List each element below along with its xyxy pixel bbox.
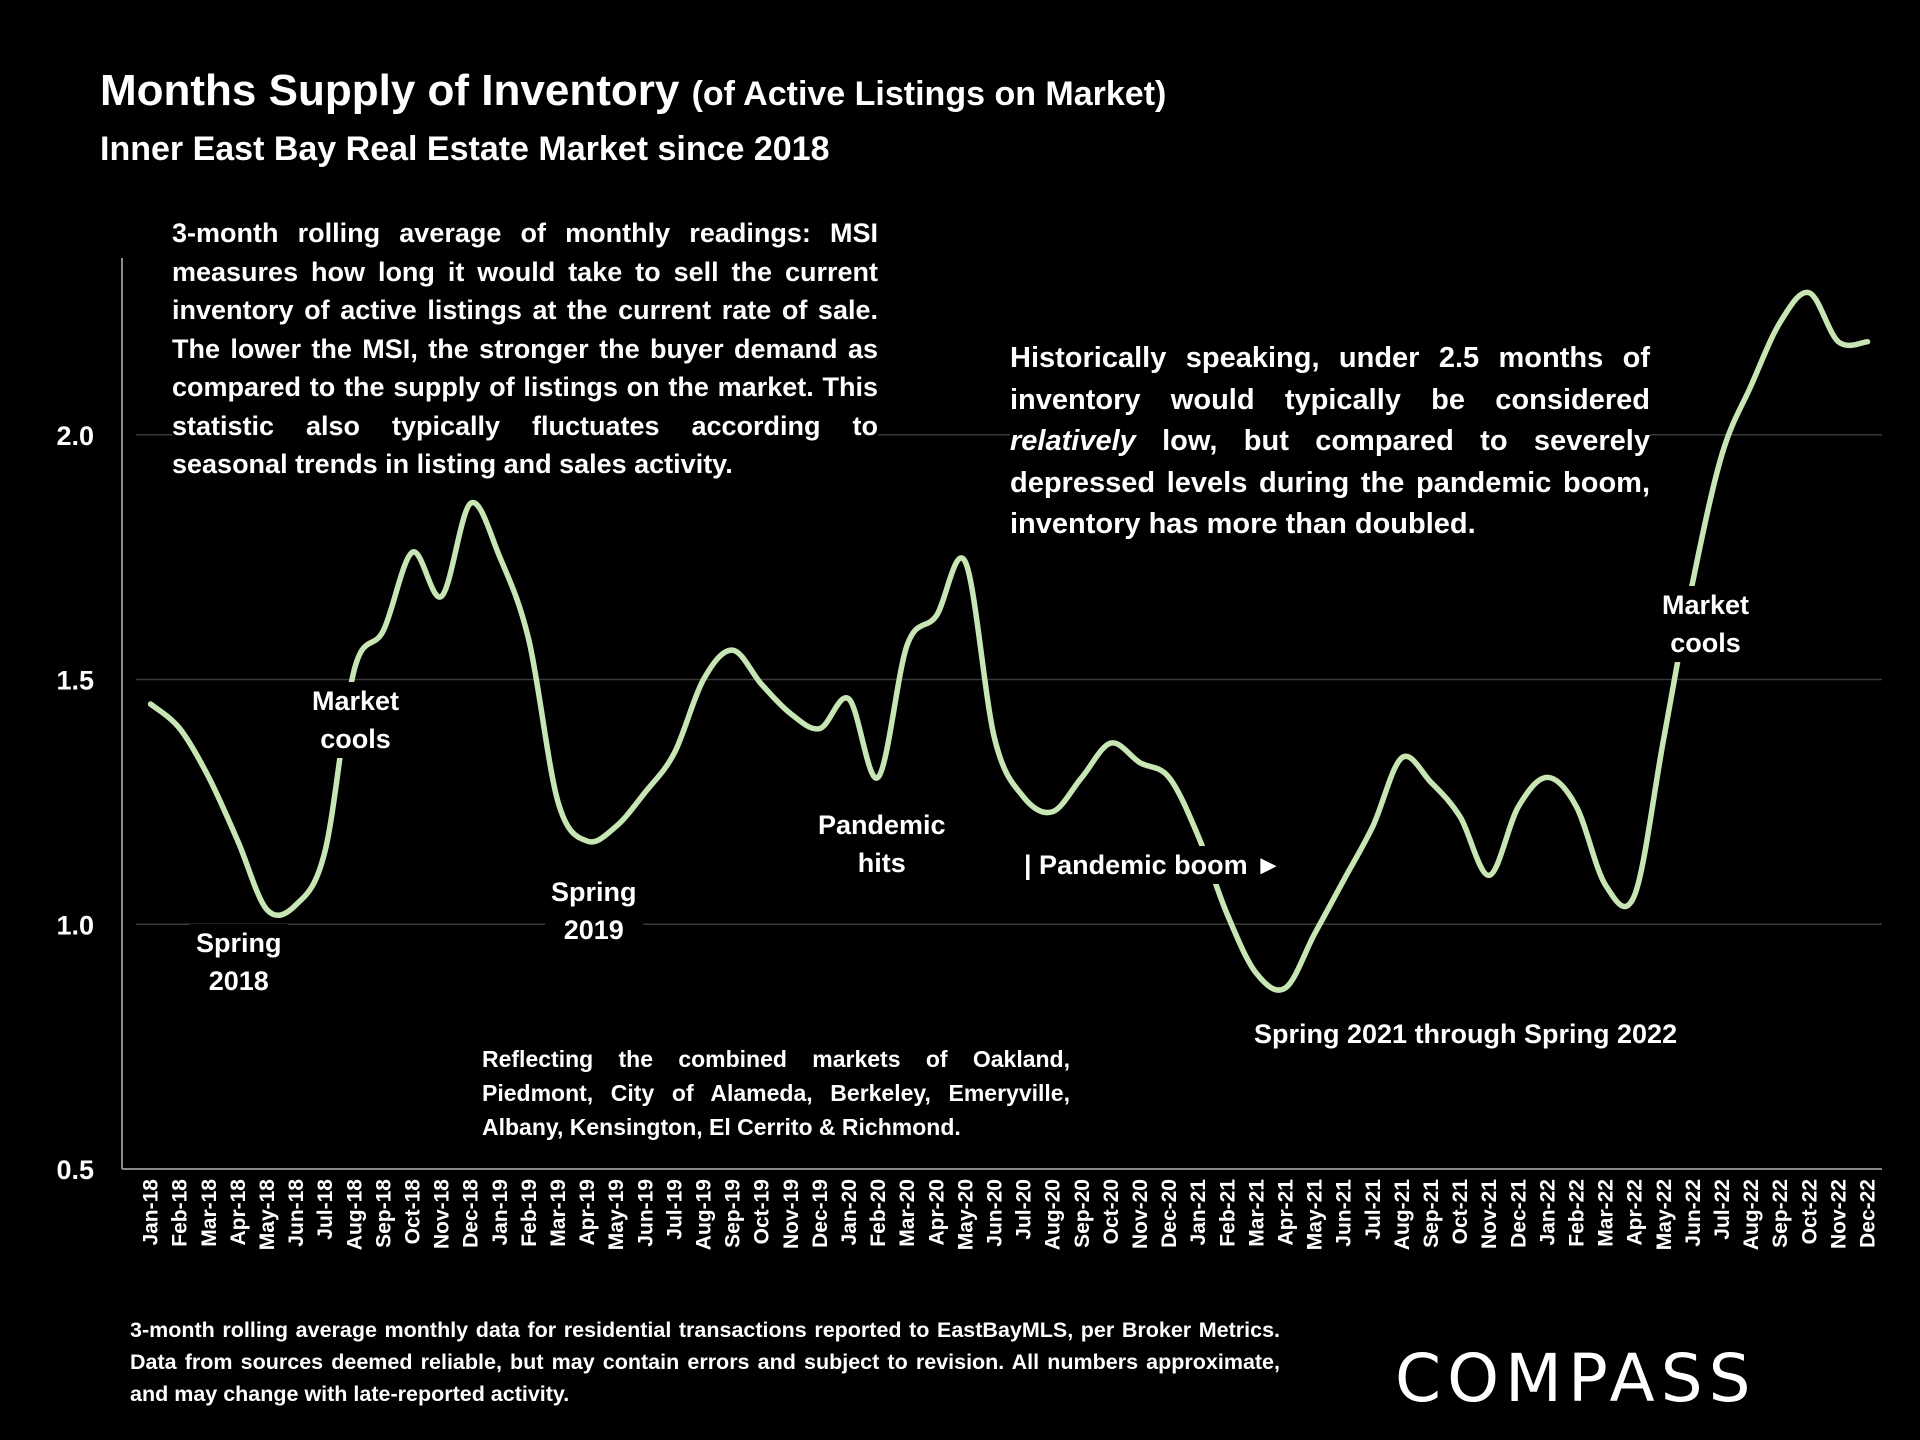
x-tick-label: Apr-18 [227,1179,250,1246]
x-tick-label: Oct-21 [1449,1179,1472,1245]
annotation-pandemic-hits-line2: hits [857,848,906,878]
x-tick-label: Apr-20 [925,1179,948,1246]
y-tick-label: 1.0 [56,910,94,940]
x-tick-label: Jan-19 [489,1179,512,1246]
x-tick-label: Jul-19 [663,1179,686,1240]
compass-logo: COMPASS [1395,1340,1757,1417]
x-tick-label: Feb-22 [1565,1179,1588,1247]
annotation-market-cools-2018: Market cools [306,682,406,758]
title-sub: (of Active Listings on Market) [691,75,1167,113]
x-tick-label: Aug-22 [1740,1179,1763,1250]
y-tick-labels: 0.5 1.0 1.5 2.0 [56,421,94,1185]
x-tick-label: Oct-19 [751,1179,774,1244]
x-tick-label: Apr-22 [1624,1179,1647,1246]
markets-note: Reflecting the combined markets of Oakla… [482,1042,1070,1144]
historical-note: Historically speaking, under 2.5 months … [1010,338,1650,546]
x-tick-label: Nov-22 [1827,1179,1850,1249]
y-tick-label: 2.0 [56,421,94,451]
x-tick-label: Jul-21 [1362,1179,1385,1240]
x-tick-label: Mar-19 [547,1179,570,1247]
x-tick-label: Nov-18 [431,1179,454,1249]
annotation-spring-2018-line1: Spring [196,928,282,958]
x-tick-label: Mar-22 [1595,1179,1618,1247]
x-tick-label: Dec-19 [809,1179,832,1248]
x-tick-label: Nov-21 [1478,1179,1501,1249]
x-tick-label: Jan-22 [1536,1179,1559,1246]
x-tick-label: Nov-19 [780,1179,803,1249]
historical-note-text-2: low, but compared to severely depressed … [1010,425,1650,540]
x-tick-label: Nov-20 [1129,1179,1152,1249]
annotation-market-cools-2018-line1: Market [312,686,400,716]
annotation-spring-2019-line2: 2019 [563,915,624,945]
x-tick-label: Jun-20 [983,1179,1006,1247]
x-tick-label: May-21 [1304,1179,1327,1251]
x-tick-label: Sep-19 [722,1179,745,1248]
x-tick-label: Sep-18 [372,1179,395,1248]
series-lines [147,289,1871,993]
axes [121,258,1882,1170]
x-tick-label: Dec-20 [1158,1179,1181,1248]
x-tick-label: Jul-22 [1711,1179,1734,1240]
x-tick-label: Oct-20 [1100,1179,1123,1244]
x-tick-label: Feb-18 [169,1179,192,1247]
annotation-pandemic-hits-line1: Pandemic [818,810,946,840]
x-tick-label: Jun-18 [285,1179,308,1247]
x-tick-label: Jun-19 [634,1179,657,1247]
x-tick-label: May-18 [256,1179,279,1251]
x-tick-label: May-22 [1653,1179,1676,1250]
x-tick-label: May-19 [605,1179,628,1250]
x-tick-label: Aug-18 [343,1179,366,1250]
annotation-market-cools-2022-line2: cools [1670,628,1741,658]
series-line [147,289,1871,993]
title-main: Months Supply of Inventory [100,66,680,115]
x-tick-label: Dec-21 [1507,1179,1530,1248]
msi-explanation-note: 3-month rolling average of monthly readi… [172,214,878,484]
x-tick-label: Aug-20 [1042,1179,1065,1250]
annotation-spring-2019: Spring 2019 [545,873,643,949]
annotation-market-cools-2018-line2: cools [320,724,391,754]
source-footnote: 3-month rolling average monthly data for… [130,1318,1280,1406]
x-tick-label: Dec-18 [460,1179,483,1248]
y-tick-label: 1.5 [56,666,94,696]
x-tick-label: Jul-20 [1013,1179,1036,1240]
x-tick-label: Feb-21 [1216,1179,1239,1247]
x-tick-label: Feb-20 [867,1179,890,1247]
x-tick-label: Mar-18 [198,1179,221,1247]
annotation-spring-2021-2022: Spring 2021 through Spring 2022 [1248,1015,1684,1053]
x-tick-label: Apr-21 [1274,1179,1297,1246]
annotation-spring-2018: Spring 2018 [190,924,288,1000]
x-tick-label: Sep-21 [1420,1179,1443,1248]
historical-note-text-1: Historically speaking, under 2.5 months … [1010,342,1650,416]
annotation-pandemic-boom: | Pandemic boom ► [1018,846,1288,884]
page-subtitle: Inner East Bay Real Estate Market since … [100,130,830,168]
x-tick-label: Jan-18 [140,1179,163,1246]
x-tick-label: Dec-22 [1856,1179,1879,1248]
x-tick-label: Jan-21 [1187,1179,1210,1246]
annotation-pandemic-hits: Pandemic hits [812,806,952,882]
x-tick-label: Mar-20 [896,1179,919,1247]
x-tick-label: Jul-18 [314,1179,337,1240]
x-tick-label: Mar-21 [1245,1179,1268,1247]
x-tick-label: Jun-22 [1682,1179,1705,1247]
x-tick-label: Sep-20 [1071,1179,1094,1248]
x-tick-labels: Jan-18 Feb-18 Mar-18 Apr-18 May-18 Jun-18 Jul-… [140,1179,1880,1251]
annotation-market-cools-2022-line1: Market [1662,590,1750,620]
x-tick-label: Jun-21 [1333,1179,1356,1247]
x-tick-label: Apr-19 [576,1179,599,1246]
x-tick-label: May-20 [954,1179,977,1250]
y-tick-label: 0.5 [56,1155,94,1185]
x-tick-label: Aug-19 [692,1179,715,1250]
annotation-market-cools-2022: Market cools [1656,586,1756,662]
historical-note-emphasis: relatively [1010,425,1136,457]
x-tick-label: Aug-21 [1391,1179,1414,1250]
x-tick-label: Oct-18 [401,1179,424,1245]
annotation-spring-2019-line1: Spring [551,877,637,907]
page-title: Months Supply of Inventory (of Active Li… [100,66,1166,116]
x-tick-label: Oct-22 [1798,1179,1821,1244]
annotation-spring-2018-line2: 2018 [208,966,269,996]
x-tick-label: Sep-22 [1769,1179,1792,1248]
x-tick-label: Jan-20 [838,1179,861,1246]
x-tick-label: Feb-19 [518,1179,541,1247]
